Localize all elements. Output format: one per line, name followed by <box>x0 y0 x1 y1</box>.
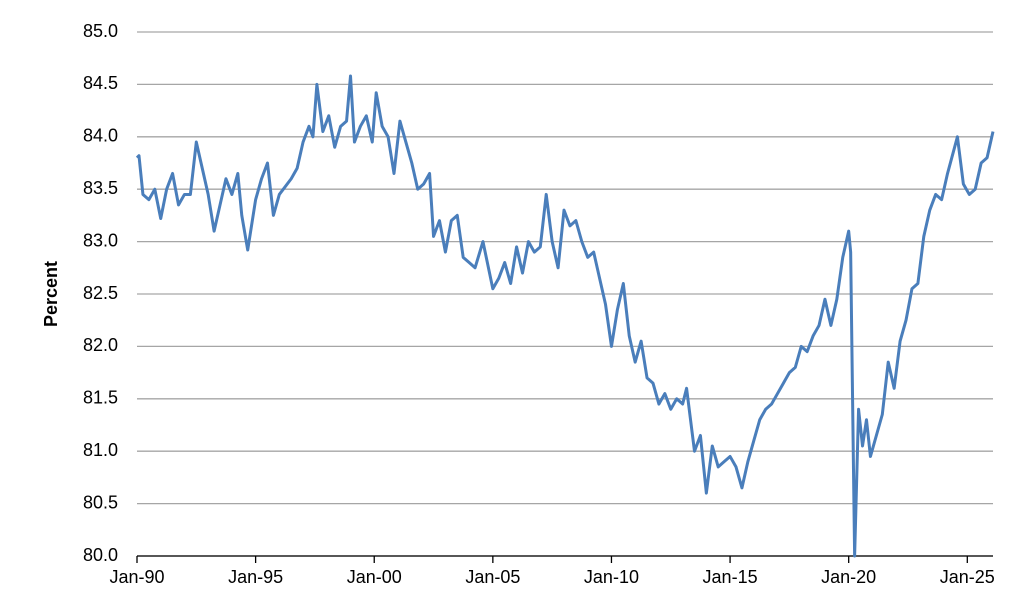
x-tick-label: Jan-95 <box>228 567 283 587</box>
data-line <box>135 74 995 558</box>
x-tick-label: Jan-90 <box>109 567 164 587</box>
y-tick-label: 84.5 <box>83 73 118 93</box>
y-tick-label: 80.0 <box>83 545 118 565</box>
y-tick-label: 83.0 <box>83 230 118 250</box>
y-tick-label: 81.5 <box>83 388 118 408</box>
x-tick-label: Jan-25 <box>940 567 995 587</box>
y-tick-label: 84.0 <box>83 126 118 146</box>
x-tick-label: Jan-20 <box>821 567 876 587</box>
y-tick-label: 81.0 <box>83 440 118 460</box>
y-axis-label: Percent <box>41 261 61 327</box>
x-tick-label: Jan-10 <box>584 567 639 587</box>
y-tick-label: 82.5 <box>83 283 118 303</box>
y-tick-label: 83.5 <box>83 178 118 198</box>
x-tick-label: Jan-05 <box>465 567 520 587</box>
y-tick-label: 80.5 <box>83 492 118 512</box>
y-tick-label: 85.0 <box>83 21 118 41</box>
x-tick-label: Jan-00 <box>347 567 402 587</box>
y-tick-label: 82.0 <box>83 335 118 355</box>
x-tick-label: Jan-15 <box>703 567 758 587</box>
